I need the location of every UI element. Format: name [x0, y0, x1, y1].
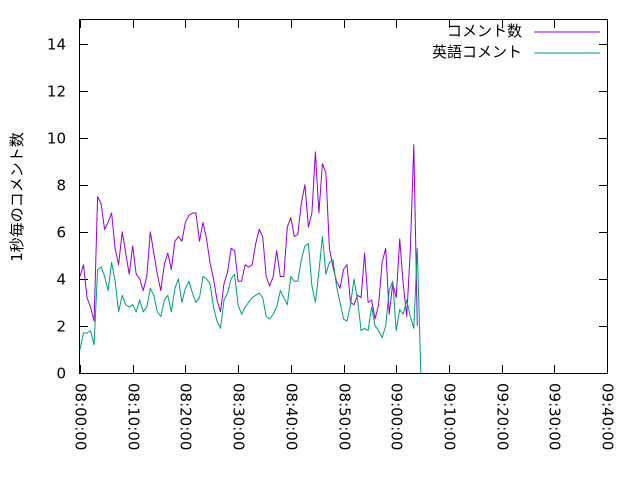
legend-label-english-comments: 英語コメント — [432, 43, 522, 61]
x-tick-label: 09:00:00 — [388, 383, 406, 450]
y-axis-title: 1秒毎のコメント数 — [8, 132, 26, 262]
y-tick-label: 2 — [56, 318, 66, 336]
y-tick-label: 8 — [56, 177, 66, 195]
x-tick-label: 08:00:00 — [72, 383, 90, 450]
y-axis: 0 2 4 6 8 10 12 14 — [47, 36, 607, 383]
x-tick-label: 08:40:00 — [283, 383, 301, 450]
plot-frame — [79, 19, 608, 374]
y-tick-label: 10 — [47, 130, 66, 148]
legend-label-comment-count: コメント数 — [447, 22, 522, 40]
series-line-1 — [79, 236, 422, 374]
x-tick-label: 08:30:00 — [230, 383, 248, 450]
x-tick-label: 09:20:00 — [494, 383, 512, 450]
x-tick-label: 09:10:00 — [441, 383, 459, 450]
x-axis: 08:00:00 08:10:00 08:20:00 08:30:00 08:40:00… — [72, 20, 617, 450]
y-tick-label: 14 — [47, 36, 66, 54]
x-tick-label: 08:20:00 — [177, 383, 195, 450]
x-tick-label: 08:10:00 — [125, 383, 143, 450]
series-layer — [79, 144, 422, 374]
legend: コメント数 英語コメント — [432, 22, 600, 61]
y-tick-label: 4 — [56, 271, 66, 289]
x-tick-label: 09:40:00 — [599, 383, 617, 450]
y-tick-label: 6 — [56, 224, 66, 242]
y-tick-label: 12 — [47, 83, 66, 101]
x-tick-label: 08:50:00 — [336, 383, 354, 450]
plot-area — [79, 19, 608, 374]
series-line-0 — [79, 144, 418, 326]
x-tick-label: 09:30:00 — [546, 383, 564, 450]
y-tick-label: 0 — [56, 365, 66, 383]
